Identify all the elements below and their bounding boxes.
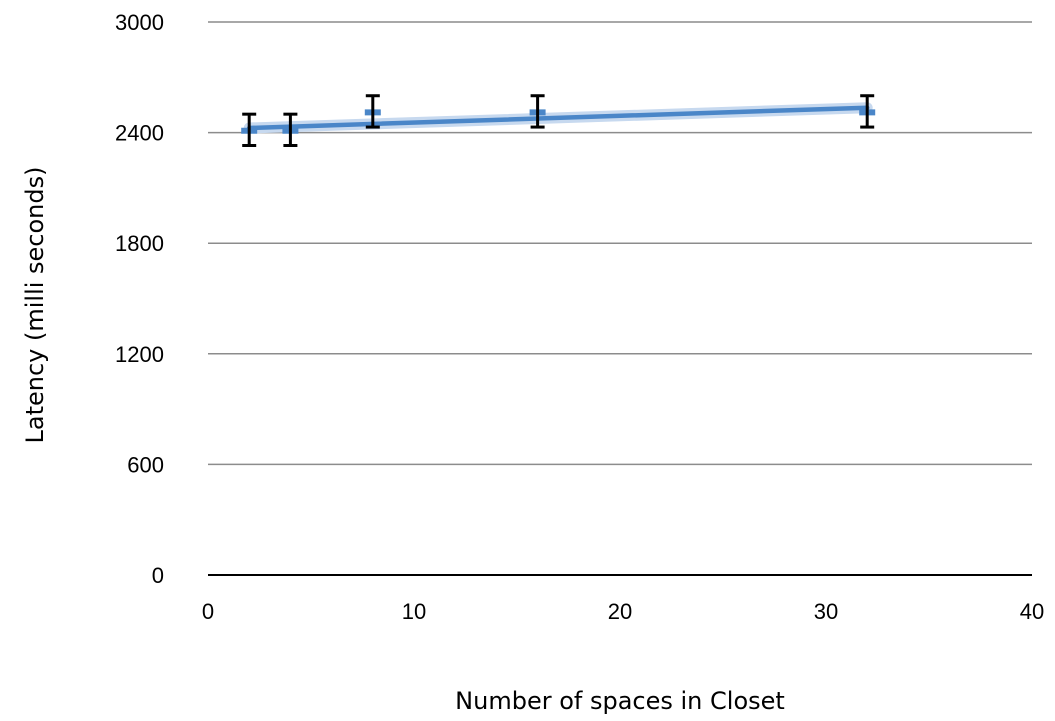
y-tick-labels: 0 600 1200 1800 2400 3000 [115,10,164,588]
trendline [246,105,870,131]
data-point-2 [364,94,381,129]
data-points-layer [241,94,876,148]
y-tick-label-5: 3000 [115,10,164,35]
data-point-4 [859,94,876,129]
x-tick-labels: 0 10 20 30 40 [202,599,1044,624]
data-point-3 [529,94,546,129]
x-tick-label-2: 20 [608,599,632,624]
gridlines [208,21,1032,576]
y-tick-label-0: 0 [152,563,164,588]
y-tick-label-1: 600 [127,452,164,477]
y-axis-title: Latency (milli seconds) [21,167,49,444]
x-tick-label-0: 0 [202,599,214,624]
data-point-0 [241,112,258,148]
x-tick-label-4: 40 [1020,599,1044,624]
x-tick-label-3: 30 [814,599,838,624]
trendline-layer [243,102,873,134]
data-point-1 [282,112,299,148]
x-axis-title: Number of spaces in Closet [455,687,785,715]
y-tick-label-4: 2400 [115,121,164,146]
x-tick-label-1: 10 [402,599,426,624]
y-tick-label-3: 1800 [115,231,164,256]
y-tick-label-2: 1200 [115,342,164,367]
